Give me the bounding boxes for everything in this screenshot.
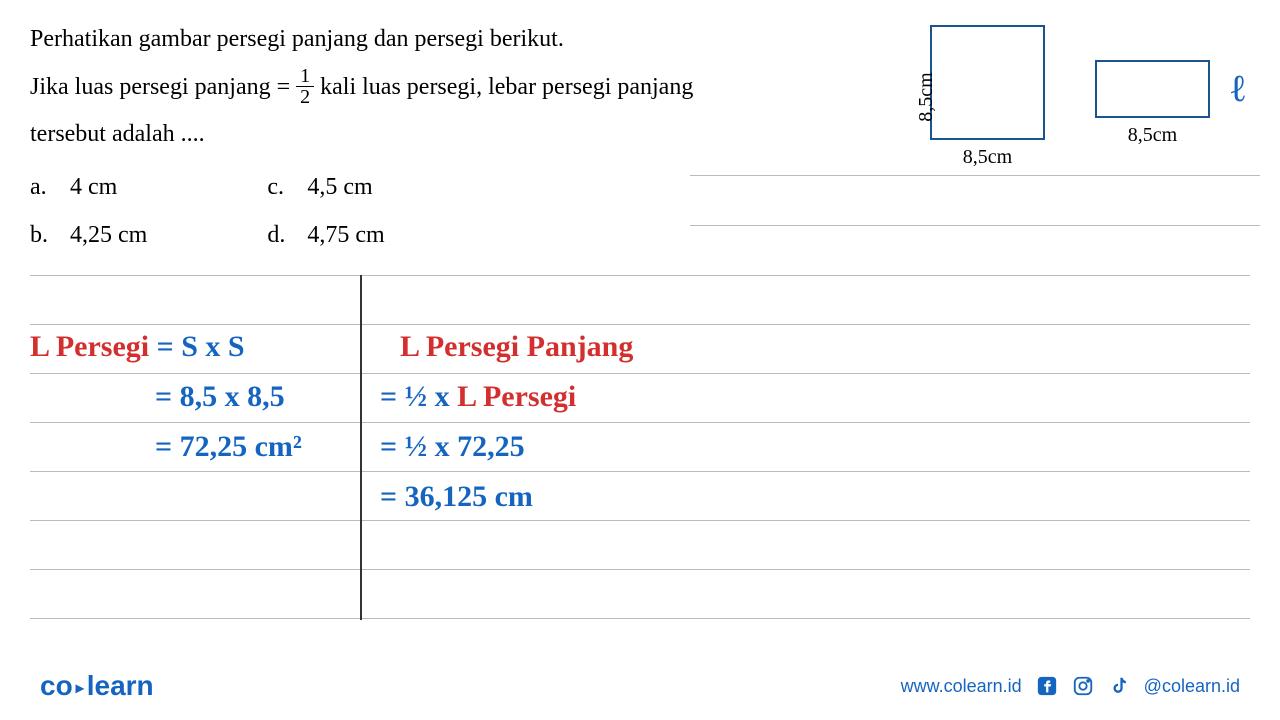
facebook-icon bbox=[1036, 675, 1058, 697]
tiktok-icon bbox=[1108, 675, 1130, 697]
option-c-letter: c. bbox=[267, 168, 289, 206]
ruled-work-area: L Persegi = S x S = 8,5 x 8,5 = 72,25 cm… bbox=[30, 275, 1250, 667]
footer-handle: @colearn.id bbox=[1144, 676, 1240, 697]
option-b-text: 4,25 cm bbox=[70, 216, 147, 254]
option-a: a. 4 cm bbox=[30, 168, 147, 206]
fraction: 1 2 bbox=[296, 66, 314, 107]
option-b-letter: b. bbox=[30, 216, 52, 254]
footer-right: www.colearn.id @colearn.id bbox=[901, 675, 1240, 697]
logo-dot: ▸ bbox=[76, 680, 84, 697]
rectangle-bottom-label: 8,5cm bbox=[1095, 124, 1210, 147]
option-a-letter: a. bbox=[30, 168, 52, 206]
option-d-text: 4,75 cm bbox=[307, 216, 384, 254]
logo: co▸learn bbox=[40, 670, 154, 702]
logo-learn: learn bbox=[87, 670, 154, 701]
square-side-label: 8,5cm bbox=[915, 72, 938, 121]
question-line2-before: Jika luas persegi panjang = bbox=[30, 68, 290, 106]
question-area: Perhatikan gambar persegi panjang dan pe… bbox=[30, 20, 1250, 265]
rule-segment bbox=[690, 175, 1260, 176]
question-line2-after: kali luas persegi, lebar persegi panjang bbox=[320, 68, 693, 106]
option-c: c. 4,5 cm bbox=[267, 168, 384, 206]
hand-left-3: = 72,25 cm² bbox=[155, 430, 302, 464]
shapes-area: 8,5cm 8,5cm 8,5cm ℓ bbox=[930, 25, 1210, 169]
option-d: d. 4,75 cm bbox=[267, 216, 384, 254]
fraction-denominator: 2 bbox=[296, 87, 314, 107]
hand-right-2a: = ½ x bbox=[380, 380, 457, 413]
option-a-text: 4 cm bbox=[70, 168, 117, 206]
footer-url: www.colearn.id bbox=[901, 676, 1022, 697]
hand-right-1: L Persegi Panjang bbox=[400, 330, 633, 364]
logo-co: co bbox=[40, 670, 73, 701]
square-shape: 8,5cm 8,5cm bbox=[930, 25, 1045, 169]
hand-right-2: = ½ x L Persegi bbox=[380, 380, 576, 414]
option-d-letter: d. bbox=[267, 216, 289, 254]
fraction-numerator: 1 bbox=[296, 66, 314, 87]
instagram-icon bbox=[1072, 675, 1094, 697]
hand-right-4: = 36,125 cm bbox=[380, 480, 533, 514]
square-bottom-label: 8,5cm bbox=[930, 146, 1045, 169]
hand-right-3: = ½ x 72,25 bbox=[380, 430, 525, 464]
vertical-divider bbox=[360, 275, 362, 620]
option-b: b. 4,25 cm bbox=[30, 216, 147, 254]
hand-right-2b: L Persegi bbox=[457, 380, 576, 413]
footer: co▸learn www.colearn.id @colearn.id bbox=[0, 670, 1280, 702]
rectangle-shape: 8,5cm ℓ bbox=[1095, 25, 1210, 147]
hand-left-2: = 8,5 x 8,5 bbox=[155, 380, 285, 414]
rule-segment bbox=[690, 225, 1260, 226]
rectangle-width-label: ℓ bbox=[1231, 67, 1245, 111]
option-c-text: 4,5 cm bbox=[307, 168, 372, 206]
options: a. 4 cm b. 4,25 cm c. 4,5 cm d. bbox=[30, 168, 1250, 255]
hand-left-1: L Persegi = S x S bbox=[30, 330, 245, 364]
